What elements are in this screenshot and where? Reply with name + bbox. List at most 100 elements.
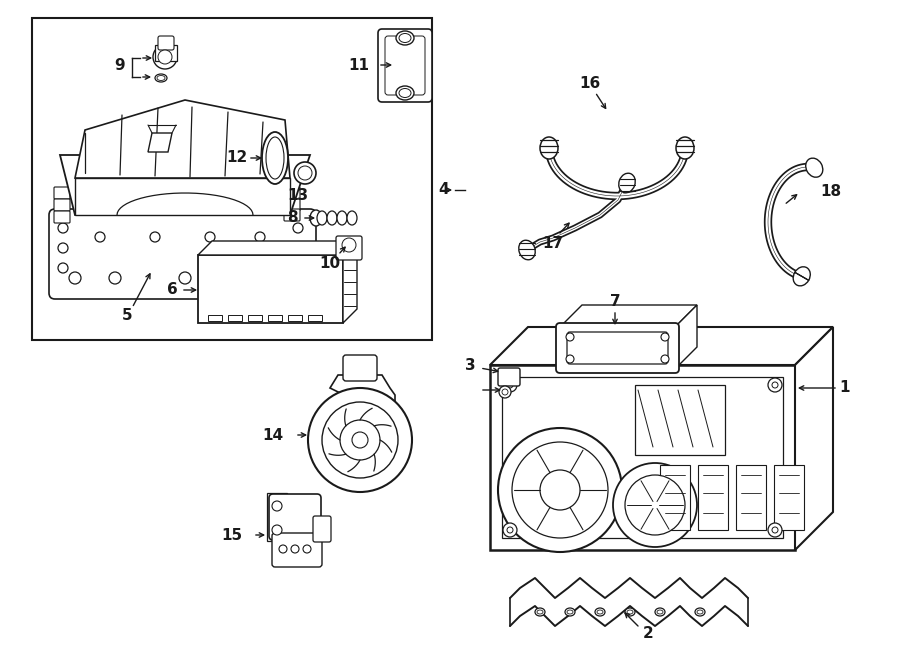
Text: 8: 8 (287, 210, 297, 225)
Ellipse shape (396, 31, 414, 45)
Bar (155, 45, 177, 61)
Circle shape (272, 525, 282, 535)
Circle shape (255, 232, 265, 242)
Text: 10: 10 (320, 256, 340, 270)
FancyBboxPatch shape (54, 187, 70, 199)
Bar (228, 315, 242, 321)
Circle shape (150, 232, 160, 242)
Ellipse shape (535, 608, 545, 616)
FancyBboxPatch shape (567, 332, 668, 364)
Ellipse shape (627, 610, 633, 614)
Circle shape (503, 378, 517, 392)
Bar (248, 315, 262, 321)
Bar (288, 315, 302, 321)
Polygon shape (560, 305, 697, 327)
Ellipse shape (298, 166, 312, 180)
Circle shape (342, 238, 356, 252)
Circle shape (109, 272, 121, 284)
Polygon shape (795, 327, 833, 550)
Ellipse shape (396, 86, 414, 100)
Bar (774, 465, 804, 530)
Ellipse shape (806, 158, 823, 177)
Bar (635, 385, 725, 455)
FancyBboxPatch shape (343, 355, 377, 381)
Text: 17: 17 (543, 237, 563, 251)
Bar (736, 465, 766, 530)
Circle shape (498, 428, 622, 552)
Polygon shape (490, 327, 833, 365)
Circle shape (512, 442, 608, 538)
Ellipse shape (399, 89, 411, 98)
Circle shape (234, 272, 246, 284)
Ellipse shape (266, 137, 284, 179)
Bar (660, 465, 690, 530)
Text: 3: 3 (464, 358, 475, 373)
Circle shape (503, 523, 517, 537)
Circle shape (58, 223, 68, 233)
Text: 4: 4 (438, 182, 449, 198)
Text: 6: 6 (166, 282, 177, 297)
Ellipse shape (537, 610, 543, 614)
Polygon shape (75, 100, 290, 178)
Circle shape (499, 386, 511, 398)
FancyBboxPatch shape (54, 211, 70, 223)
Circle shape (625, 475, 685, 535)
Circle shape (69, 272, 81, 284)
Circle shape (502, 389, 508, 395)
Circle shape (540, 470, 580, 510)
Ellipse shape (595, 608, 605, 616)
Text: 1: 1 (840, 381, 850, 395)
Ellipse shape (399, 34, 411, 42)
Circle shape (293, 243, 303, 253)
Ellipse shape (565, 608, 575, 616)
Circle shape (293, 223, 303, 233)
Text: 7: 7 (609, 295, 620, 309)
Text: 11: 11 (348, 58, 369, 73)
Ellipse shape (317, 211, 327, 225)
Ellipse shape (655, 608, 665, 616)
Circle shape (308, 388, 412, 492)
Circle shape (340, 420, 380, 460)
Circle shape (205, 232, 215, 242)
Circle shape (322, 402, 398, 478)
Circle shape (613, 463, 697, 547)
Circle shape (768, 378, 782, 392)
Ellipse shape (337, 211, 347, 225)
FancyBboxPatch shape (269, 494, 321, 540)
Ellipse shape (625, 608, 635, 616)
Ellipse shape (294, 162, 316, 184)
Bar (490, 365, 795, 550)
Ellipse shape (540, 137, 558, 159)
Ellipse shape (657, 610, 663, 614)
Polygon shape (75, 178, 290, 215)
Circle shape (507, 527, 513, 533)
Ellipse shape (155, 74, 167, 82)
Text: 15: 15 (220, 527, 242, 543)
Ellipse shape (262, 132, 288, 184)
FancyBboxPatch shape (158, 36, 174, 50)
Text: 12: 12 (227, 151, 248, 165)
Bar (502, 377, 783, 538)
FancyBboxPatch shape (378, 29, 432, 102)
FancyBboxPatch shape (498, 368, 520, 386)
FancyBboxPatch shape (313, 516, 331, 542)
Bar (267, 493, 287, 541)
FancyBboxPatch shape (284, 187, 300, 199)
Ellipse shape (157, 75, 165, 81)
Polygon shape (60, 155, 310, 215)
Ellipse shape (347, 211, 357, 225)
Circle shape (566, 333, 574, 341)
Text: 14: 14 (262, 428, 283, 442)
Circle shape (303, 545, 311, 553)
Circle shape (158, 50, 172, 64)
Bar (208, 315, 222, 321)
Circle shape (772, 382, 778, 388)
Bar (698, 465, 728, 530)
Circle shape (661, 333, 669, 341)
Ellipse shape (793, 267, 810, 286)
Circle shape (179, 272, 191, 284)
Polygon shape (148, 133, 172, 152)
Bar (268, 315, 282, 321)
Circle shape (58, 243, 68, 253)
Bar (308, 315, 322, 321)
